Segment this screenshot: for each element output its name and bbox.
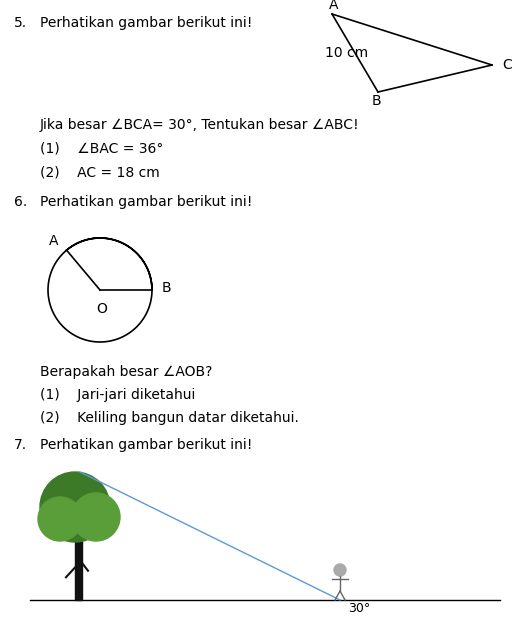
Text: O: O [96, 302, 107, 316]
Circle shape [72, 493, 120, 541]
Text: (1)    Jari-jari diketahui: (1) Jari-jari diketahui [40, 388, 195, 402]
Circle shape [334, 564, 346, 576]
Text: B: B [371, 94, 381, 108]
Text: 7.: 7. [14, 438, 27, 452]
Text: (2)    AC = 18 cm: (2) AC = 18 cm [40, 165, 160, 179]
Text: A: A [49, 234, 58, 248]
Text: Berapakah besar ∠AOB?: Berapakah besar ∠AOB? [40, 365, 213, 379]
Text: Perhatikan gambar berikut ini!: Perhatikan gambar berikut ini! [40, 438, 252, 452]
Text: 30°: 30° [348, 602, 370, 615]
Text: 6.: 6. [14, 195, 27, 209]
Text: Perhatikan gambar berikut ini!: Perhatikan gambar berikut ini! [40, 16, 252, 30]
Text: (2)    Keliling bangun datar diketahui.: (2) Keliling bangun datar diketahui. [40, 411, 299, 425]
Text: C: C [502, 58, 512, 72]
Text: 10 cm: 10 cm [325, 46, 368, 60]
Bar [75, 535, 82, 600]
Text: Perhatikan gambar berikut ini!: Perhatikan gambar berikut ini! [40, 195, 252, 209]
Circle shape [38, 497, 82, 541]
Text: Jika besar ∠BCA= 30°, Tentukan besar ∠ABC!: Jika besar ∠BCA= 30°, Tentukan besar ∠AB… [40, 118, 359, 132]
Text: A: A [329, 0, 339, 12]
Text: B: B [162, 281, 171, 295]
Text: (1)    ∠BAC = 36°: (1) ∠BAC = 36° [40, 142, 164, 156]
Text: 5.: 5. [14, 16, 27, 30]
Circle shape [40, 472, 110, 542]
